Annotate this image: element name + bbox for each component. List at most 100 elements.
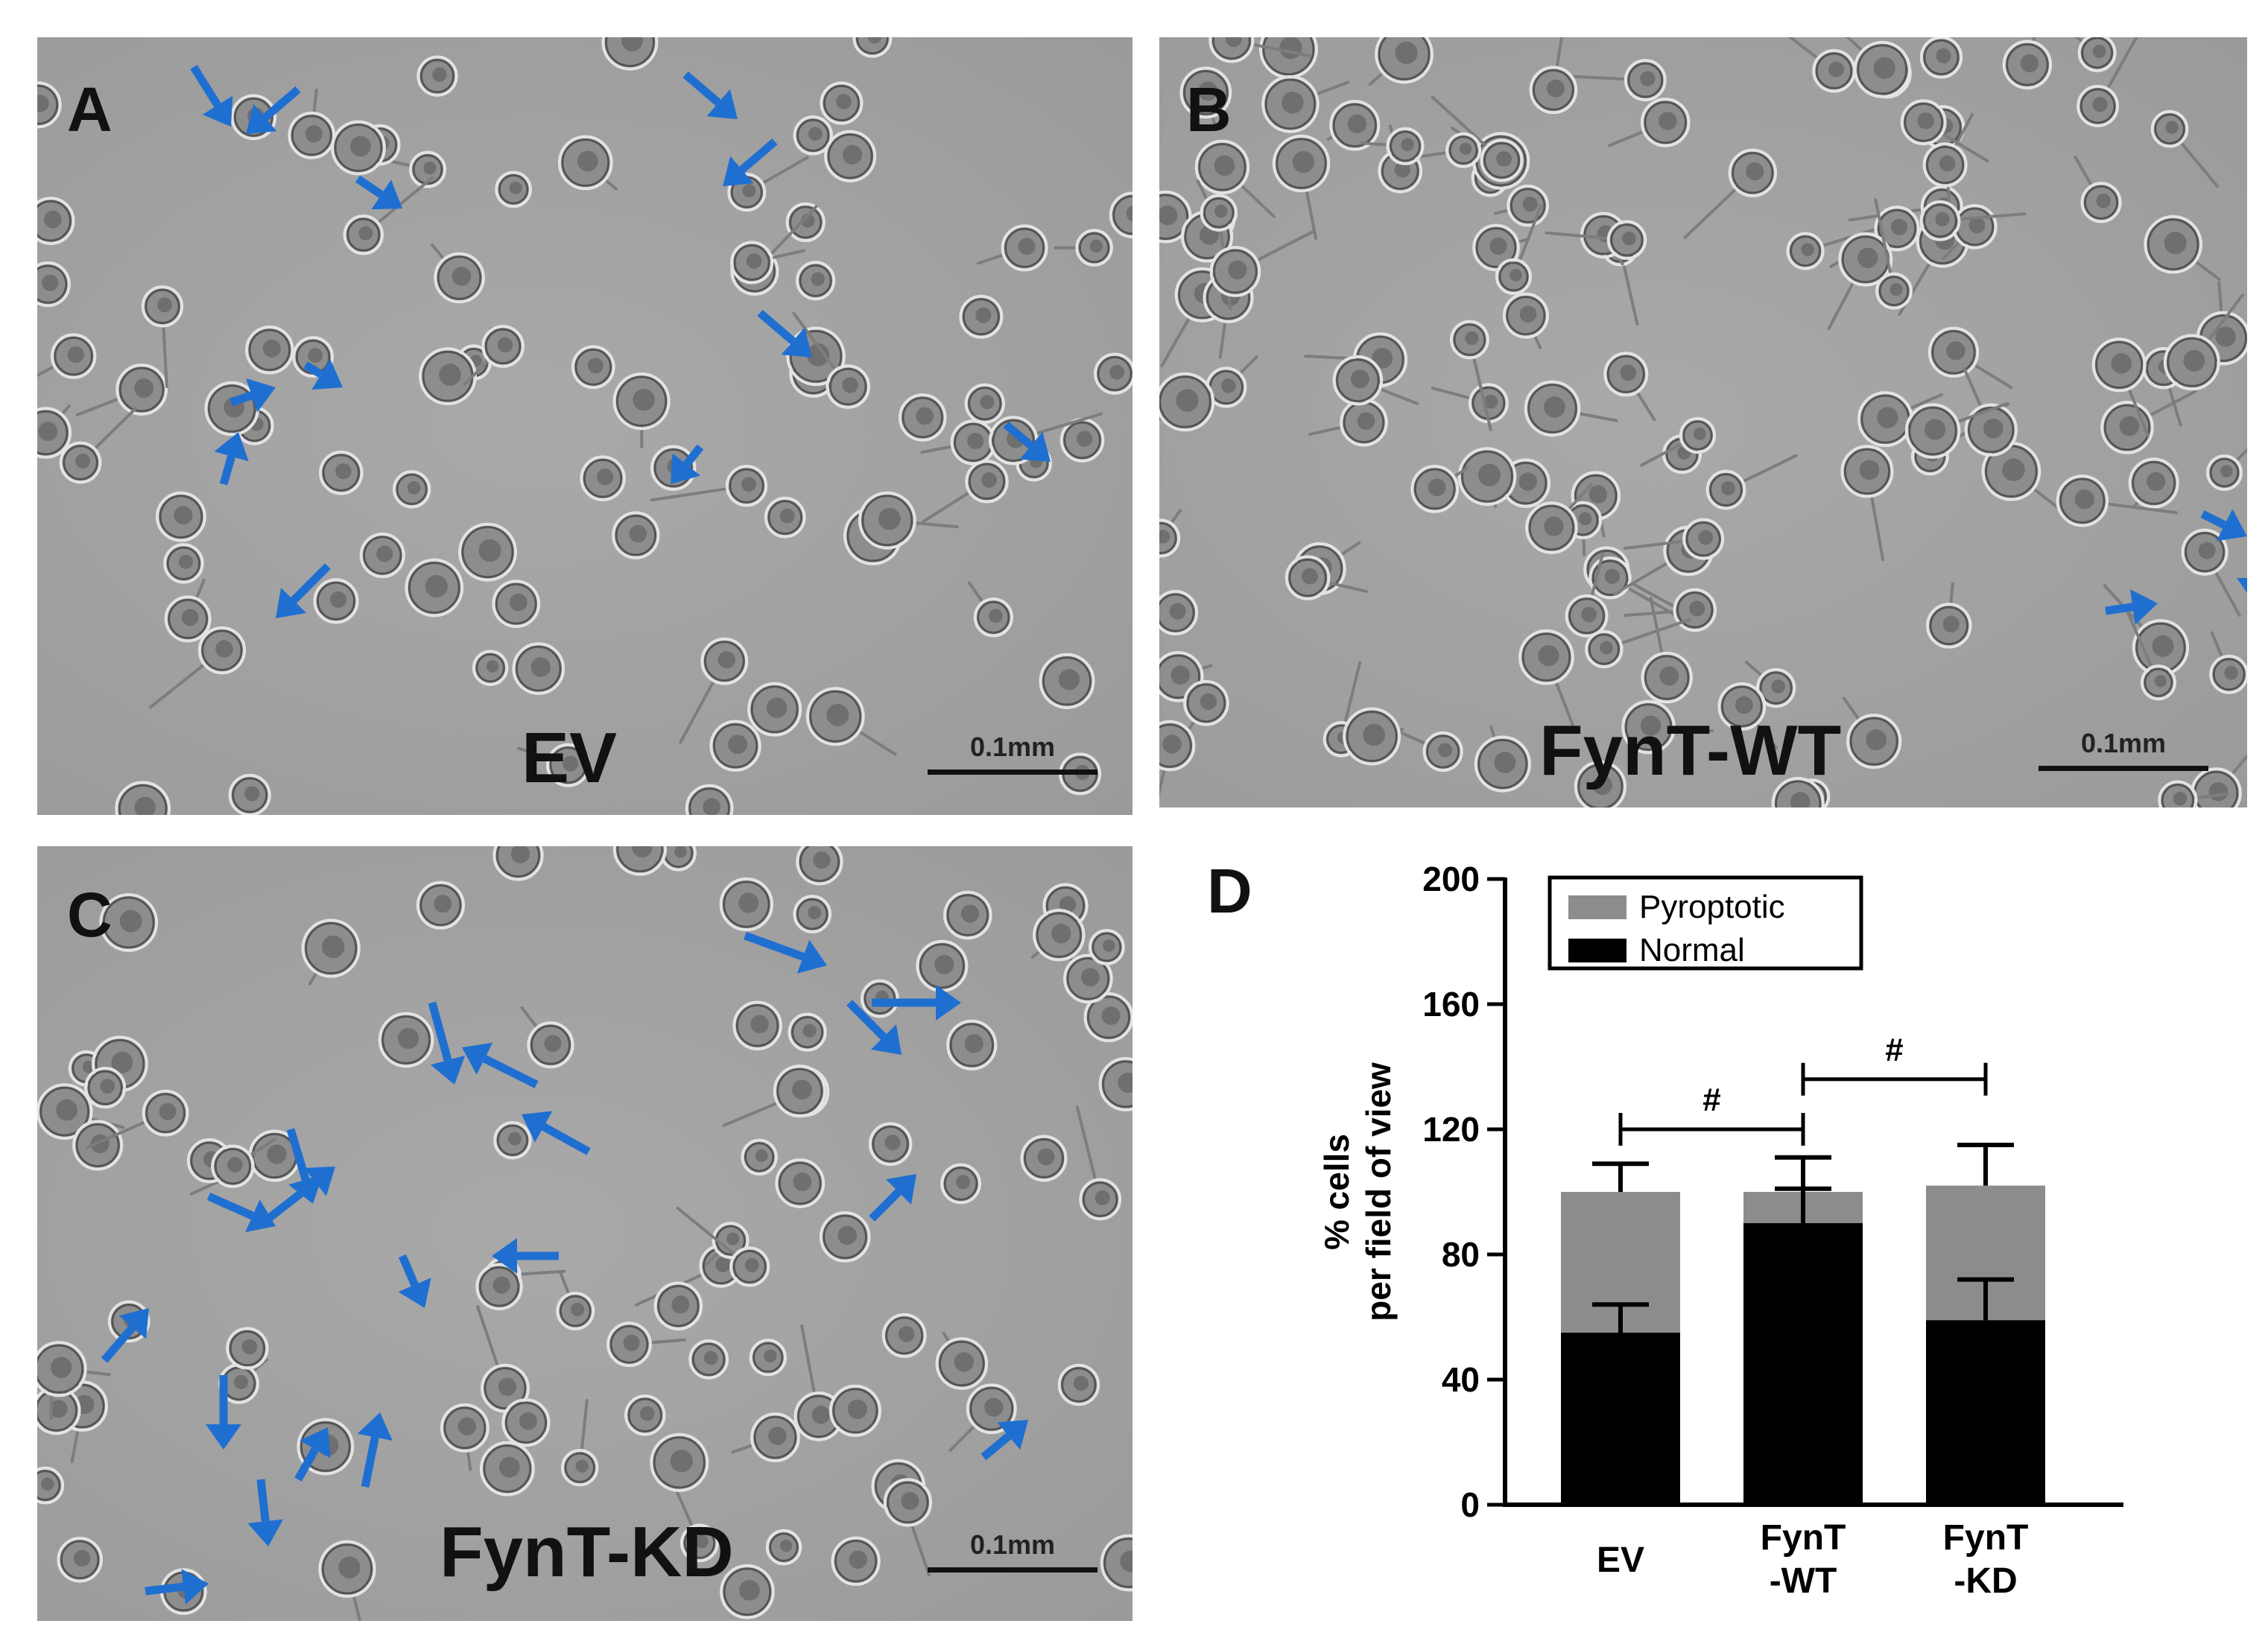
- cell: [492, 580, 541, 629]
- cell: [416, 880, 465, 930]
- cell: [472, 650, 509, 686]
- cell: [1925, 582, 1972, 649]
- cell: [57, 1537, 103, 1583]
- cell: [84, 1067, 127, 1109]
- cell: [1588, 556, 1686, 622]
- cell: [1206, 355, 1258, 408]
- pointer-arrow-icon: [846, 1000, 902, 1055]
- micrograph-image: [37, 846, 1133, 1621]
- cell: [785, 202, 826, 242]
- pointer-arrow-icon: [206, 1192, 276, 1233]
- cell: [378, 1012, 434, 1068]
- cell: [556, 1270, 595, 1330]
- cell: [1705, 454, 1798, 510]
- cell: [1624, 588, 1717, 632]
- cell: [1380, 132, 1482, 168]
- panel-letter-b: B: [1186, 74, 1232, 145]
- cell: [805, 687, 897, 756]
- cell: [824, 130, 877, 183]
- cell: [416, 55, 458, 97]
- cell: [2190, 753, 2247, 807]
- cell: [1057, 1363, 1100, 1406]
- cell: [858, 491, 959, 550]
- cell: [1100, 1534, 1133, 1592]
- cell: [1360, 127, 1425, 165]
- y-tick-label: 80: [1442, 1235, 1480, 1274]
- cell: [493, 1121, 532, 1160]
- legend-label: Normal: [1639, 932, 1745, 968]
- cell: [650, 1432, 709, 1492]
- cell: [319, 450, 364, 495]
- pointer-arrow-icon: [1003, 421, 1051, 462]
- pointer-arrow-icon: [355, 175, 402, 210]
- legend-swatch: [1568, 939, 1626, 962]
- cell: [313, 578, 359, 624]
- y-tick-label: 200: [1422, 860, 1480, 898]
- cell: [1059, 418, 1105, 463]
- cell: [1829, 206, 1920, 268]
- cell: [898, 393, 947, 442]
- pointer-arrow-icon: [744, 931, 827, 974]
- cell: [495, 171, 532, 209]
- cell: [1928, 326, 2013, 390]
- panel-letter-d: D: [1207, 856, 1252, 926]
- scale-bar-label: 0.1mm: [2080, 728, 2167, 758]
- cell: [820, 81, 864, 125]
- cell: [1607, 98, 1691, 147]
- cell: [475, 1263, 523, 1310]
- cell: [1919, 37, 1963, 79]
- x-tick-label: EV: [1597, 1540, 1644, 1580]
- cell: [612, 846, 667, 876]
- cell: [288, 89, 336, 159]
- cell: [2056, 475, 2179, 527]
- micrograph-panel-b: B FynT-WT 0.1mm: [1159, 37, 2247, 807]
- cell: [2181, 528, 2241, 617]
- y-tick-label: 120: [1422, 1110, 1480, 1149]
- cell: [37, 197, 75, 245]
- cell: [1075, 1105, 1122, 1221]
- micrograph-image: [1159, 37, 2247, 807]
- cell: [331, 120, 386, 176]
- condition-label-fynt-wt: FynT-WT: [1539, 711, 1842, 790]
- scale-bar-label: 0.1mm: [969, 732, 1056, 762]
- cell: [676, 1206, 770, 1287]
- cell: [1904, 402, 2009, 459]
- cell: [959, 294, 1004, 339]
- cell: [1623, 518, 1725, 560]
- cell: [1209, 37, 1311, 63]
- cell: [1585, 618, 1692, 669]
- cell: [1308, 398, 1388, 447]
- pointer-arrow-icon: [981, 1420, 1028, 1461]
- cell: [940, 1163, 981, 1205]
- bar-normal: [1743, 1223, 1863, 1505]
- cell: [719, 877, 773, 932]
- cell: [765, 1529, 802, 1566]
- panel-letter-c: C: [67, 880, 113, 950]
- cell: [749, 1339, 787, 1377]
- cell: [1502, 292, 1549, 349]
- cell: [1474, 725, 1531, 793]
- cell: [419, 347, 477, 406]
- cell: [1161, 679, 1229, 771]
- cell: [829, 1384, 881, 1437]
- cell: [359, 532, 405, 579]
- cell: [720, 1564, 775, 1619]
- pointer-arrow-icon: [757, 309, 812, 358]
- micrograph-image: [37, 37, 1133, 815]
- cell: [156, 491, 206, 542]
- cell: [392, 470, 431, 509]
- cell: [1261, 74, 1350, 133]
- cell: [149, 626, 247, 709]
- cell: [1874, 198, 1913, 310]
- cell: [1683, 148, 1778, 239]
- cell: [405, 558, 464, 618]
- cell: [868, 1122, 913, 1167]
- cell: [704, 1222, 750, 1266]
- pointer-arrow-icon: [2237, 578, 2247, 593]
- cell: [732, 1000, 782, 1051]
- condition-label-ev: EV: [522, 718, 618, 798]
- significance-label: #: [1702, 1082, 1720, 1118]
- cell: [463, 325, 525, 387]
- cell: [964, 383, 1005, 424]
- y-tick-label: 160: [1422, 985, 1480, 1024]
